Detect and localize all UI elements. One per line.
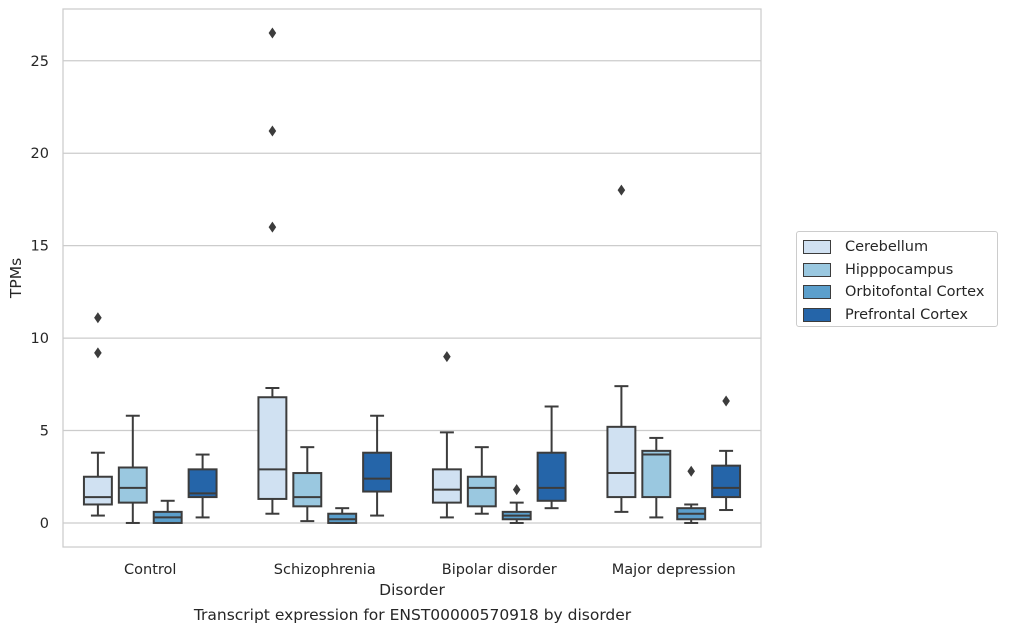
- outlier-point: [268, 221, 277, 233]
- legend-item: Orbitofontal Cortex: [803, 281, 997, 304]
- outlier-point: [268, 125, 277, 137]
- box-iqr: [292, 472, 323, 508]
- plot-area: [62, 8, 762, 548]
- outlier-point: [687, 465, 695, 477]
- outlier-point: [512, 484, 521, 496]
- legend: Cerebellum Hipppocampus Orbitofontal Corte…: [796, 231, 998, 327]
- box-orbitofontal-cortex: [327, 507, 358, 524]
- box-hipppocampus: [641, 436, 672, 519]
- box-iqr: [257, 396, 288, 500]
- y-tick-label: 10: [31, 331, 49, 347]
- box-iqr: [711, 464, 742, 499]
- boxes: [82, 27, 742, 524]
- box-orbitofontal-cortex: [676, 465, 707, 524]
- legend-label: Orbitofontal Cortex: [845, 284, 985, 301]
- legend-swatch: [803, 285, 831, 300]
- box-iqr: [362, 451, 393, 493]
- box-cerebellum: [257, 27, 288, 515]
- box-iqr: [536, 451, 567, 502]
- box-prefrontal-cortex: [362, 414, 393, 517]
- box-cerebellum: [82, 312, 113, 517]
- legend-swatch: [803, 308, 831, 323]
- outlier-point: [722, 395, 730, 407]
- x-tick-label: Bipolar disorder: [442, 562, 557, 578]
- y-tick-label: 5: [40, 424, 49, 440]
- box-prefrontal-cortex: [187, 453, 218, 519]
- y-tick-label: 15: [31, 239, 49, 255]
- y-tick-label: 25: [31, 54, 49, 70]
- outlier-point: [268, 27, 277, 39]
- box-hipppocampus: [292, 446, 323, 523]
- box-cerebellum: [606, 184, 637, 513]
- legend-item: Prefrontal Cortex: [803, 304, 997, 327]
- x-axis-label: Disorder: [379, 581, 445, 599]
- outlier-point: [94, 312, 102, 324]
- box-iqr: [431, 468, 462, 504]
- legend-item: Cerebellum: [803, 236, 997, 259]
- box-orbitofontal-cortex: [152, 499, 183, 524]
- box-prefrontal-cortex: [536, 405, 567, 510]
- box-iqr: [606, 425, 637, 499]
- gridlines: [63, 60, 761, 524]
- box-orbitofontal-cortex: [501, 484, 532, 524]
- axis-ticks: 0 5 10 15 20 25 Control Schizophrenia Bipolar di…: [31, 54, 736, 578]
- legend-swatch: [803, 262, 831, 277]
- box-hipppocampus: [466, 446, 497, 515]
- box-hipppocampus: [117, 414, 148, 524]
- box-iqr: [466, 475, 497, 508]
- box-prefrontal-cortex: [711, 395, 742, 512]
- legend-swatch: [803, 240, 831, 255]
- outlier-point: [94, 347, 102, 359]
- box-iqr: [641, 449, 672, 499]
- legend-label: Cerebellum: [845, 239, 929, 256]
- x-tick-label: Control: [124, 562, 176, 578]
- outlier-point: [617, 184, 626, 196]
- legend-item: Hipppocampus: [803, 259, 997, 282]
- outlier-point: [443, 351, 451, 363]
- x-tick-label: Major depression: [612, 562, 736, 578]
- y-tick-label: 0: [40, 516, 49, 532]
- legend-label: Hipppocampus: [845, 261, 954, 278]
- y-tick-label: 20: [31, 146, 49, 162]
- x-tick-label: Schizophrenia: [274, 562, 376, 578]
- box-cerebellum: [431, 351, 462, 519]
- box-iqr: [117, 466, 148, 504]
- box-iqr: [82, 475, 113, 506]
- legend-label: Prefrontal Cortex: [845, 307, 968, 324]
- y-axis-label: TPMs: [7, 258, 25, 299]
- figure-caption: Transcript expression for ENST0000057091…: [193, 606, 632, 624]
